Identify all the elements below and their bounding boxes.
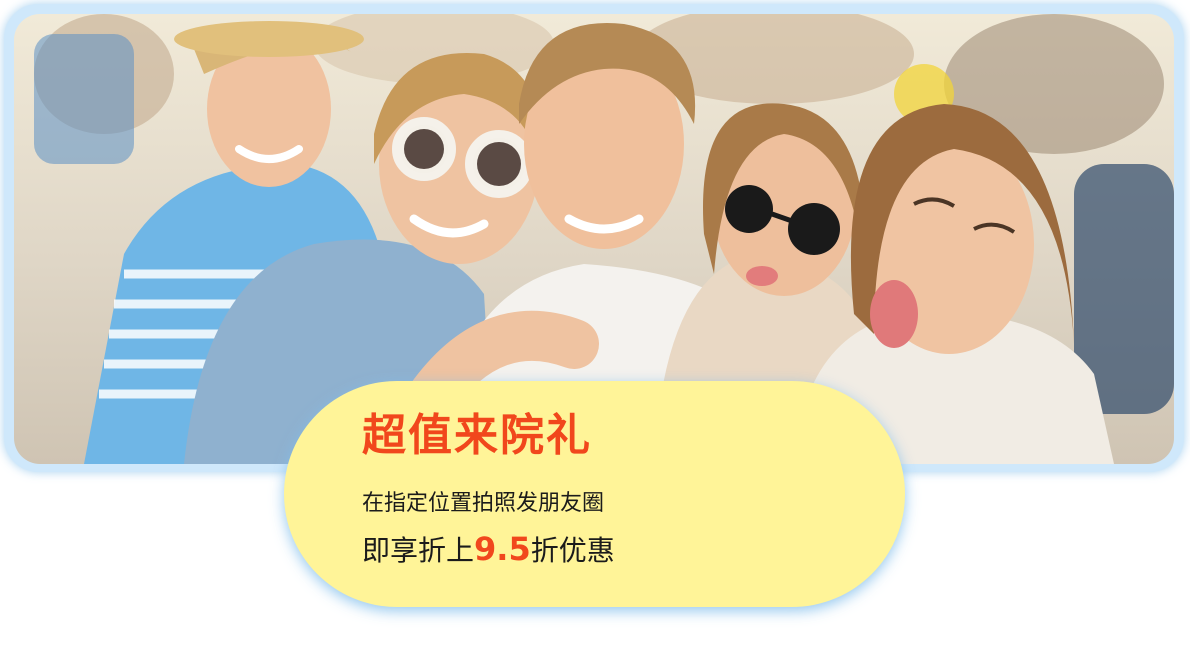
promo-offer-prefix: 即享折上 xyxy=(362,534,475,567)
promo-description: 在指定位置拍照发朋友圈 xyxy=(362,491,605,516)
promo-card xyxy=(284,381,905,607)
festival-photo xyxy=(14,14,1174,464)
promo-discount-value: 9.5 xyxy=(474,530,531,568)
photo-frame xyxy=(4,4,1184,472)
promo-offer-suffix: 折优惠 xyxy=(530,534,615,567)
promo-offer: 即享折上9.5折优惠 xyxy=(362,533,615,565)
festival-photo-illustration xyxy=(34,14,1174,464)
promo-title: 超值来院礼 xyxy=(362,410,592,461)
